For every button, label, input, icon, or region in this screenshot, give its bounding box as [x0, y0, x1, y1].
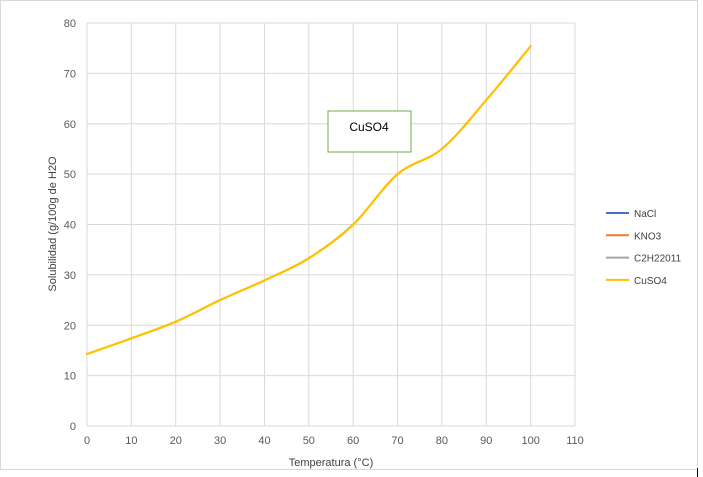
x-axis-title: Temperatura (°C) — [289, 457, 373, 469]
annotation-text: CuSO4 — [349, 120, 389, 134]
x-tick-label: 60 — [347, 435, 359, 447]
chart-frame: 0 10 20 30 40 50 60 70 80 0 10 20 30 40 50 60 70 80 90 100 1… — [0, 0, 698, 470]
y-tick-label: 60 — [64, 119, 76, 131]
x-tick-label: 80 — [436, 435, 448, 447]
legend-label-cuso4: CuSO4 — [634, 276, 667, 287]
x-tick-label: 40 — [258, 435, 270, 447]
y-tick-label: 10 — [64, 371, 76, 383]
legend-label-kno3: KNO3 — [634, 231, 662, 242]
y-tick-label: 0 — [70, 421, 76, 433]
y-tick-label: 40 — [64, 220, 76, 232]
x-tick-label: 30 — [214, 435, 226, 447]
y-tick-label: 70 — [64, 68, 76, 80]
y-tick-label: 20 — [64, 320, 76, 332]
y-tick-label: 50 — [64, 169, 76, 181]
grid-layer — [86, 22, 576, 427]
annotation-box — [327, 110, 412, 153]
series-line-cuso4 — [85, 45, 532, 356]
x-tick-label: 100 — [521, 435, 539, 447]
chart-svg: 0 10 20 30 40 50 60 70 80 0 10 20 30 40 50 60 70 80 90 100 1… — [47, 18, 682, 469]
legend-label-nacl: NaCl — [634, 209, 656, 220]
y-axis-title: Solubilidad (g/100g de H2O — [47, 156, 59, 292]
x-tick-label: 90 — [480, 435, 492, 447]
x-tick-label: 0 — [84, 435, 90, 447]
y-tick-label: 30 — [64, 270, 76, 282]
corner-mark — [697, 468, 698, 477]
series-layer — [85, 45, 532, 356]
x-tick-label: 70 — [391, 435, 403, 447]
x-tick-label: 20 — [170, 435, 182, 447]
x-tick-label: 50 — [303, 435, 315, 447]
annotation-layer: CuSO4 — [327, 110, 412, 153]
y-tick-label: 80 — [64, 18, 76, 30]
tick-label-layer: 0 10 20 30 40 50 60 70 80 0 10 20 30 40 50 60 70 80 90 100 1… — [64, 18, 584, 447]
x-tick-label: 10 — [125, 435, 137, 447]
legend: NaCl KNO3 C2H22011 CuSO4 — [606, 209, 682, 287]
x-tick-label: 110 — [566, 435, 584, 447]
legend-label-c2h22011: C2H22011 — [634, 254, 682, 265]
